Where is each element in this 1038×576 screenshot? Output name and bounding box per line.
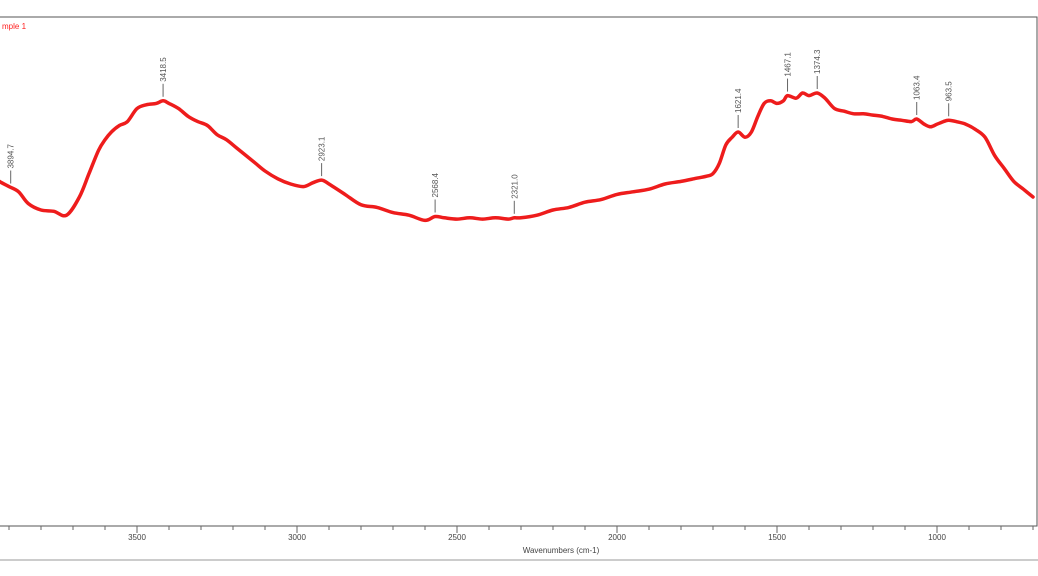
- peak-label: 1621.4: [734, 88, 743, 113]
- spectrum-line: [0, 91, 1035, 223]
- peak-label: 1063.4: [913, 75, 922, 100]
- peak-markers: 3894.7 3418.5 2923.1 2568.4 2321.0 1621.4 1467…: [7, 49, 954, 214]
- peak-label: 2568.4: [431, 172, 440, 197]
- peak-label: 2321.0: [510, 174, 519, 199]
- series-label: mple 1: [2, 22, 27, 31]
- plot-frame: [0, 16, 1038, 527]
- minor-ticks: [8, 526, 1034, 530]
- peak-label: 3418.5: [159, 57, 168, 82]
- tick-labels: 3500 3000 2500 2000 1500 1000: [128, 533, 946, 542]
- peak-label: 1467.1: [784, 52, 793, 77]
- x-tick-label: 1500: [768, 533, 786, 542]
- x-tick-label: 3000: [288, 533, 306, 542]
- x-tick-label: 3500: [128, 533, 146, 542]
- x-tick-label: 2500: [448, 533, 466, 542]
- x-tick-label: 1000: [928, 533, 946, 542]
- peak-label: 1374.3: [813, 49, 822, 74]
- major-ticks: [136, 526, 938, 533]
- peak-label: 2923.1: [318, 136, 327, 161]
- peak-label: 3894.7: [7, 143, 16, 168]
- x-axis-label: Wavenumbers (cm-1): [523, 546, 600, 555]
- peak-label: 963.5: [945, 81, 954, 102]
- x-tick-label: 2000: [608, 533, 626, 542]
